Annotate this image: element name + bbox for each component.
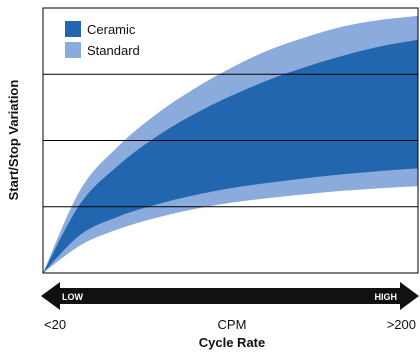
x-axis-label: Cycle Rate (199, 335, 265, 350)
arrow-low-label: LOW (62, 292, 83, 302)
legend: Ceramic Standard (65, 21, 140, 58)
x-min-label: <20 (44, 317, 66, 332)
legend-label-standard: Standard (87, 43, 140, 58)
arrow-high-label: HIGH (375, 292, 398, 302)
legend-label-ceramic: Ceramic (87, 22, 136, 37)
x-max-label: >200 (387, 317, 416, 332)
plot-frame (42, 7, 419, 274)
arrow-shape (41, 282, 419, 310)
x-unit-label: CPM (218, 317, 247, 332)
cycle-rate-arrow: LOW HIGH (41, 282, 419, 310)
legend-swatch-standard (65, 42, 81, 58)
legend-swatch-ceramic (65, 21, 81, 37)
band-ceramic (43, 39, 418, 273)
y-axis-label: Start/Stop Variation (6, 80, 21, 201)
